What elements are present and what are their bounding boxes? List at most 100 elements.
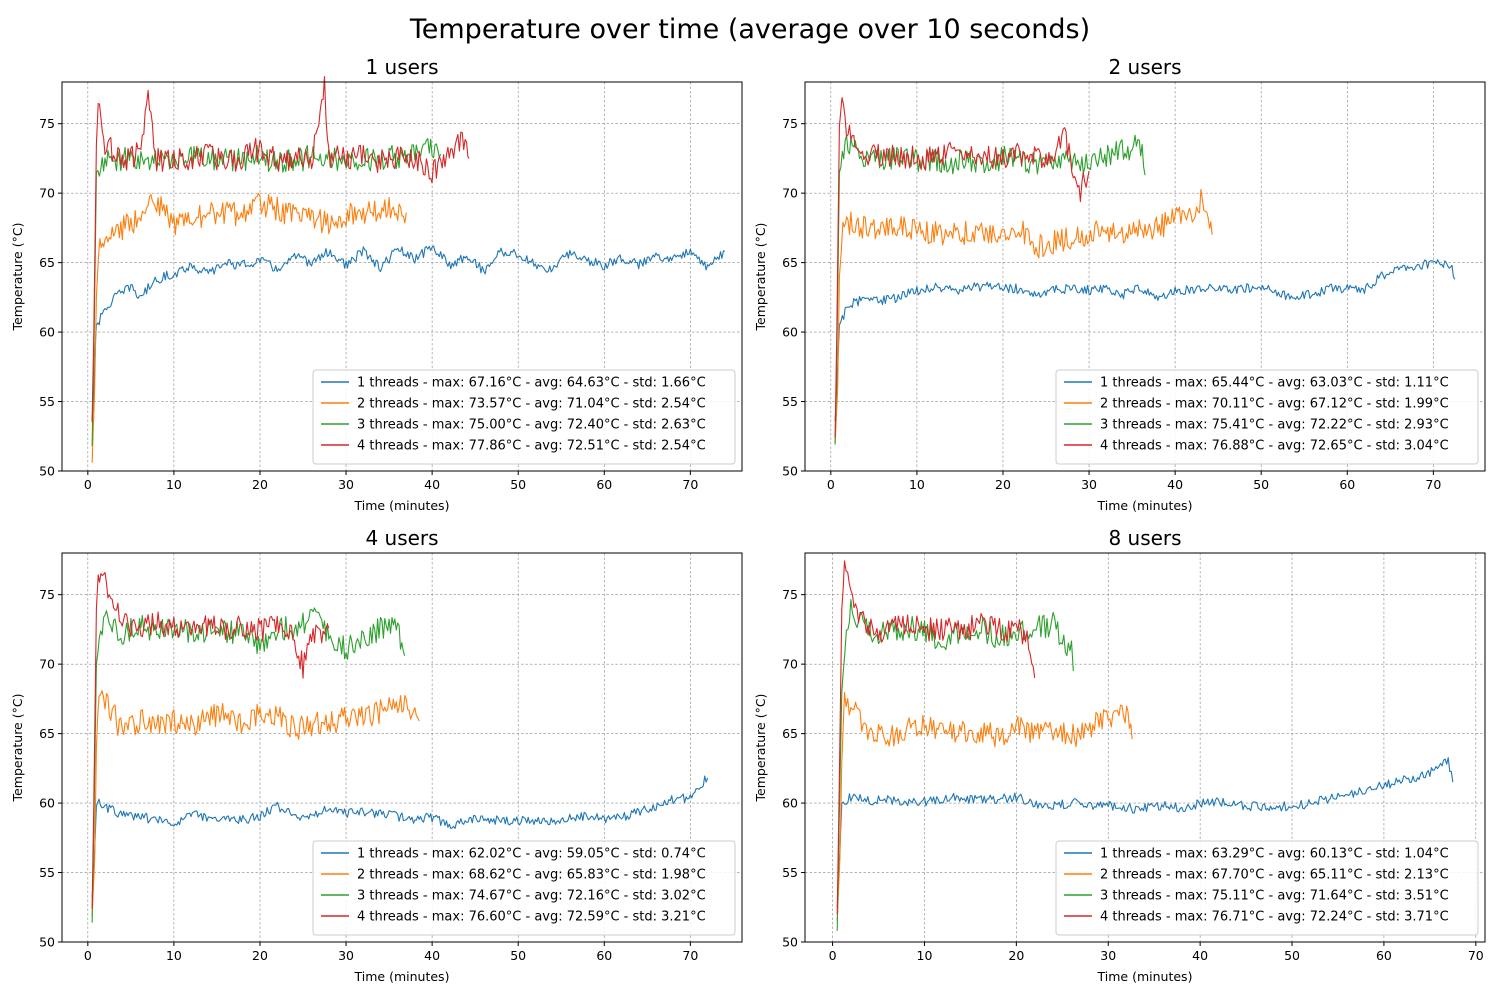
- x-tick-label: 0: [829, 948, 837, 963]
- x-tick-label: 40: [1167, 477, 1183, 492]
- series-line-4-threads: [91, 571, 330, 909]
- x-tick-label: 10: [909, 477, 925, 492]
- y-tick-label: 65: [782, 726, 798, 741]
- y-tick-label: 70: [39, 186, 55, 201]
- x-axis-label: Time (minutes): [1097, 498, 1193, 513]
- series-line-4-threads: [91, 76, 470, 423]
- series-line-4-threads: [834, 97, 1090, 438]
- legend-entry: 1 threads - max: 63.29°C - avg: 60.13°C …: [1100, 847, 1449, 862]
- y-tick-label: 70: [39, 657, 55, 672]
- subplot-3: 0 10 20 30 40 50 60 70 50 55 60 65 70 75 4 users Time (…: [10, 526, 743, 984]
- figure-title: Temperature over time (average over 10 s…: [409, 14, 1091, 45]
- y-axis-label: Temperature (°C): [10, 223, 25, 332]
- y-axis-label: Temperature (°C): [10, 694, 25, 803]
- y-axis-label: Temperature (°C): [753, 694, 768, 803]
- x-tick-label: 40: [424, 477, 440, 492]
- y-tick-label: 50: [39, 464, 55, 479]
- x-tick-label: 50: [1253, 477, 1269, 492]
- x-tick-label: 50: [1284, 948, 1300, 963]
- series-line-4-threads: [836, 560, 1036, 915]
- legend-entry: 2 threads - max: 70.11°C - avg: 67.12°C …: [1100, 397, 1449, 412]
- x-tick-label: 70: [1425, 477, 1441, 492]
- legend-entry: 4 threads - max: 77.86°C - avg: 72.51°C …: [357, 439, 706, 454]
- legend-entry: 3 threads - max: 74.67°C - avg: 72.16°C …: [357, 889, 706, 904]
- x-tick-label: 0: [84, 477, 92, 492]
- x-tick-label: 30: [338, 477, 354, 492]
- legend-entry: 4 threads - max: 76.71°C - avg: 72.24°C …: [1100, 910, 1449, 925]
- x-tick-label: 60: [596, 477, 612, 492]
- series-line-1-threads: [834, 259, 1456, 422]
- legend-entry: 2 threads - max: 73.57°C - avg: 71.04°C …: [357, 397, 706, 412]
- x-tick-label: 20: [252, 948, 268, 963]
- x-tick-label: 20: [252, 477, 268, 492]
- series-line-3-threads: [836, 599, 1074, 931]
- y-tick-label: 55: [782, 865, 798, 880]
- series-line-1-threads: [91, 775, 709, 898]
- x-tick-label: 50: [510, 477, 526, 492]
- subplot-2: 0 10 20 30 40 50 60 70 50 55 60 65 70 75 2 users Time (…: [753, 55, 1486, 513]
- x-tick-label: 60: [1339, 477, 1355, 492]
- legend-entry: 1 threads - max: 62.02°C - avg: 59.05°C …: [357, 847, 706, 862]
- y-tick-label: 50: [39, 935, 55, 950]
- legend: 1 threads - max: 62.02°C - avg: 59.05°C …: [312, 840, 736, 936]
- y-tick-label: 65: [782, 255, 798, 270]
- legend: 1 threads - max: 67.16°C - avg: 64.63°C …: [312, 369, 736, 465]
- y-tick-label: 55: [782, 394, 798, 409]
- y-tick-label: 70: [782, 657, 798, 672]
- legend-entry: 3 threads - max: 75.11°C - avg: 71.64°C …: [1100, 889, 1449, 904]
- x-tick-label: 40: [424, 948, 440, 963]
- series-line-1-threads: [91, 245, 726, 420]
- x-tick-label: 0: [84, 948, 92, 963]
- legend-entry: 4 threads - max: 76.60°C - avg: 72.59°C …: [357, 910, 706, 925]
- y-tick-label: 75: [782, 116, 798, 131]
- plot-frame: [804, 81, 1486, 472]
- y-tick-label: 60: [39, 796, 55, 811]
- subplot-title: 1 users: [365, 55, 438, 79]
- subplot-4: 0 10 20 30 40 50 60 70 50 55 60 65 70 75 8 users Time (…: [753, 526, 1486, 984]
- series-line-2-threads: [834, 188, 1213, 444]
- y-axis-label: Temperature (°C): [753, 223, 768, 332]
- plot-frame: [804, 552, 1486, 943]
- series-line-3-threads: [91, 138, 442, 447]
- legend-box: [1055, 840, 1479, 936]
- y-tick-label: 50: [782, 464, 798, 479]
- x-tick-label: 50: [510, 948, 526, 963]
- legend-box: [1055, 369, 1479, 465]
- series-line-2-threads: [836, 691, 1133, 922]
- x-tick-label: 40: [1192, 948, 1208, 963]
- y-tick-label: 60: [782, 796, 798, 811]
- y-tick-label: 65: [39, 255, 55, 270]
- x-tick-label: 70: [682, 948, 698, 963]
- y-tick-label: 75: [782, 587, 798, 602]
- y-tick-label: 70: [782, 186, 798, 201]
- legend-entry: 1 threads - max: 65.44°C - avg: 63.03°C …: [1100, 376, 1449, 391]
- x-tick-label: 70: [1468, 948, 1484, 963]
- x-axis-label: Time (minutes): [1097, 969, 1193, 984]
- y-tick-label: 55: [39, 394, 55, 409]
- legend-box: [312, 369, 736, 465]
- x-tick-label: 60: [596, 948, 612, 963]
- subplot-title: 8 users: [1108, 526, 1181, 550]
- subplot-title: 2 users: [1108, 55, 1181, 79]
- y-tick-label: 55: [39, 865, 55, 880]
- legend-entry: 3 threads - max: 75.41°C - avg: 72.22°C …: [1100, 418, 1449, 433]
- x-tick-label: 30: [1100, 948, 1116, 963]
- series-line-1-threads: [836, 757, 1454, 908]
- series-line-3-threads: [91, 607, 406, 923]
- legend-box: [312, 840, 736, 936]
- plot-frame: [61, 81, 743, 472]
- y-tick-label: 60: [39, 325, 55, 340]
- x-tick-label: 60: [1376, 948, 1392, 963]
- x-tick-label: 20: [1008, 948, 1024, 963]
- x-axis-label: Time (minutes): [354, 969, 450, 984]
- legend-entry: 4 threads - max: 76.88°C - avg: 72.65°C …: [1100, 439, 1449, 454]
- subplot-title: 4 users: [365, 526, 438, 550]
- plot-frame: [61, 552, 743, 943]
- legend-entry: 2 threads - max: 68.62°C - avg: 65.83°C …: [357, 868, 706, 883]
- subplot-1: 0 10 20 30 40 50 60 70 50 55 60 65 70 75 1 users Time (…: [10, 55, 743, 513]
- x-tick-label: 10: [166, 948, 182, 963]
- x-tick-label: 30: [1081, 477, 1097, 492]
- x-tick-label: 30: [338, 948, 354, 963]
- series-line-2-threads: [91, 192, 407, 463]
